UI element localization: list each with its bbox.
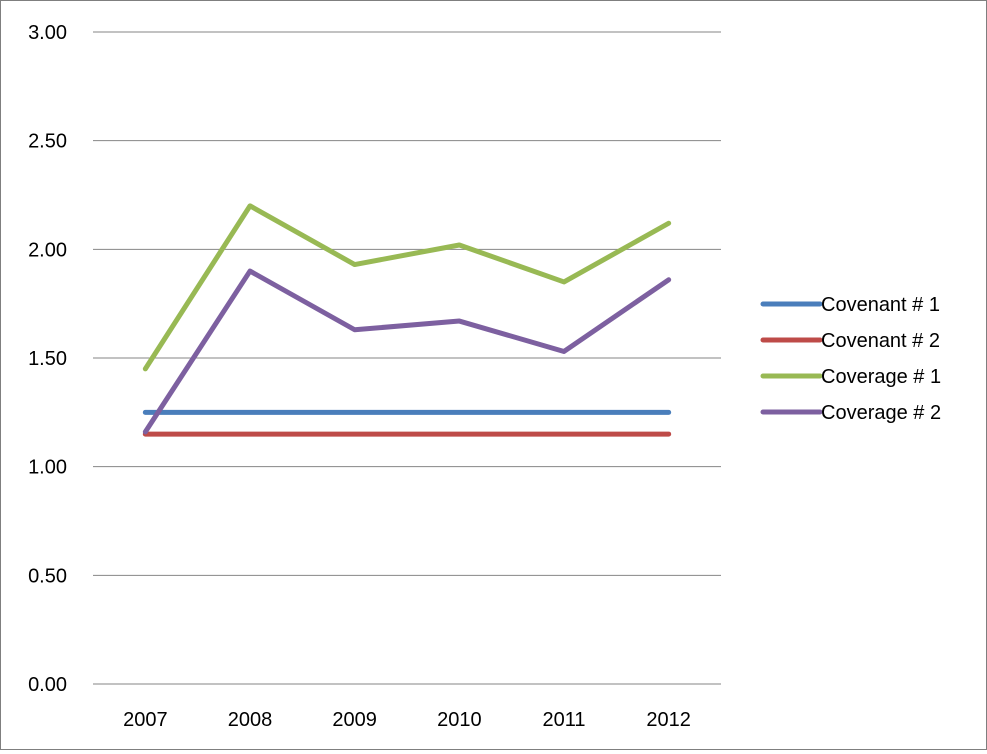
y-tick-label: 1.00 [28, 457, 67, 479]
x-tick-label: 2008 [228, 709, 273, 731]
y-tick-label: 0.50 [28, 565, 67, 587]
x-tick-label: 2012 [646, 709, 691, 731]
x-tick-label: 2011 [542, 709, 585, 731]
x-tick-label: 2010 [437, 709, 482, 731]
legend-item: Coverage # 2 [760, 402, 941, 424]
y-tick-label: 2.00 [28, 239, 67, 261]
y-axis-tick-labels: 0.00 0.50 1.00 1.50 2.00 2.50 3.00 [28, 22, 67, 696]
x-tick-label: 2009 [332, 709, 377, 731]
legend-item: Coverage # 1 [760, 366, 941, 388]
legend: Covenant # 1 Covenant # 2 Coverage # 1 Cove… [760, 294, 941, 424]
legend-label: Covenant # 1 [821, 294, 940, 316]
series-line-4 [142, 268, 672, 435]
y-tick-label: 2.50 [28, 131, 67, 153]
legend-label: Coverage # 1 [821, 366, 941, 388]
y-tick-label: 0.00 [28, 674, 67, 696]
y-tick-label: 1.50 [28, 348, 67, 370]
legend-item: Covenant # 1 [760, 294, 940, 316]
legend-label: Covenant # 2 [821, 330, 940, 352]
legend-item: Covenant # 2 [760, 330, 940, 352]
x-tick-label: 2007 [123, 709, 168, 731]
gridlines [93, 31, 721, 685]
y-tick-label: 3.00 [28, 22, 67, 44]
legend-label: Coverage # 2 [821, 402, 941, 424]
x-axis-tick-labels: 2007 2008 2009 2010 2011 2012 [123, 709, 691, 731]
series-lines [142, 203, 672, 437]
series-line-3 [142, 203, 672, 372]
